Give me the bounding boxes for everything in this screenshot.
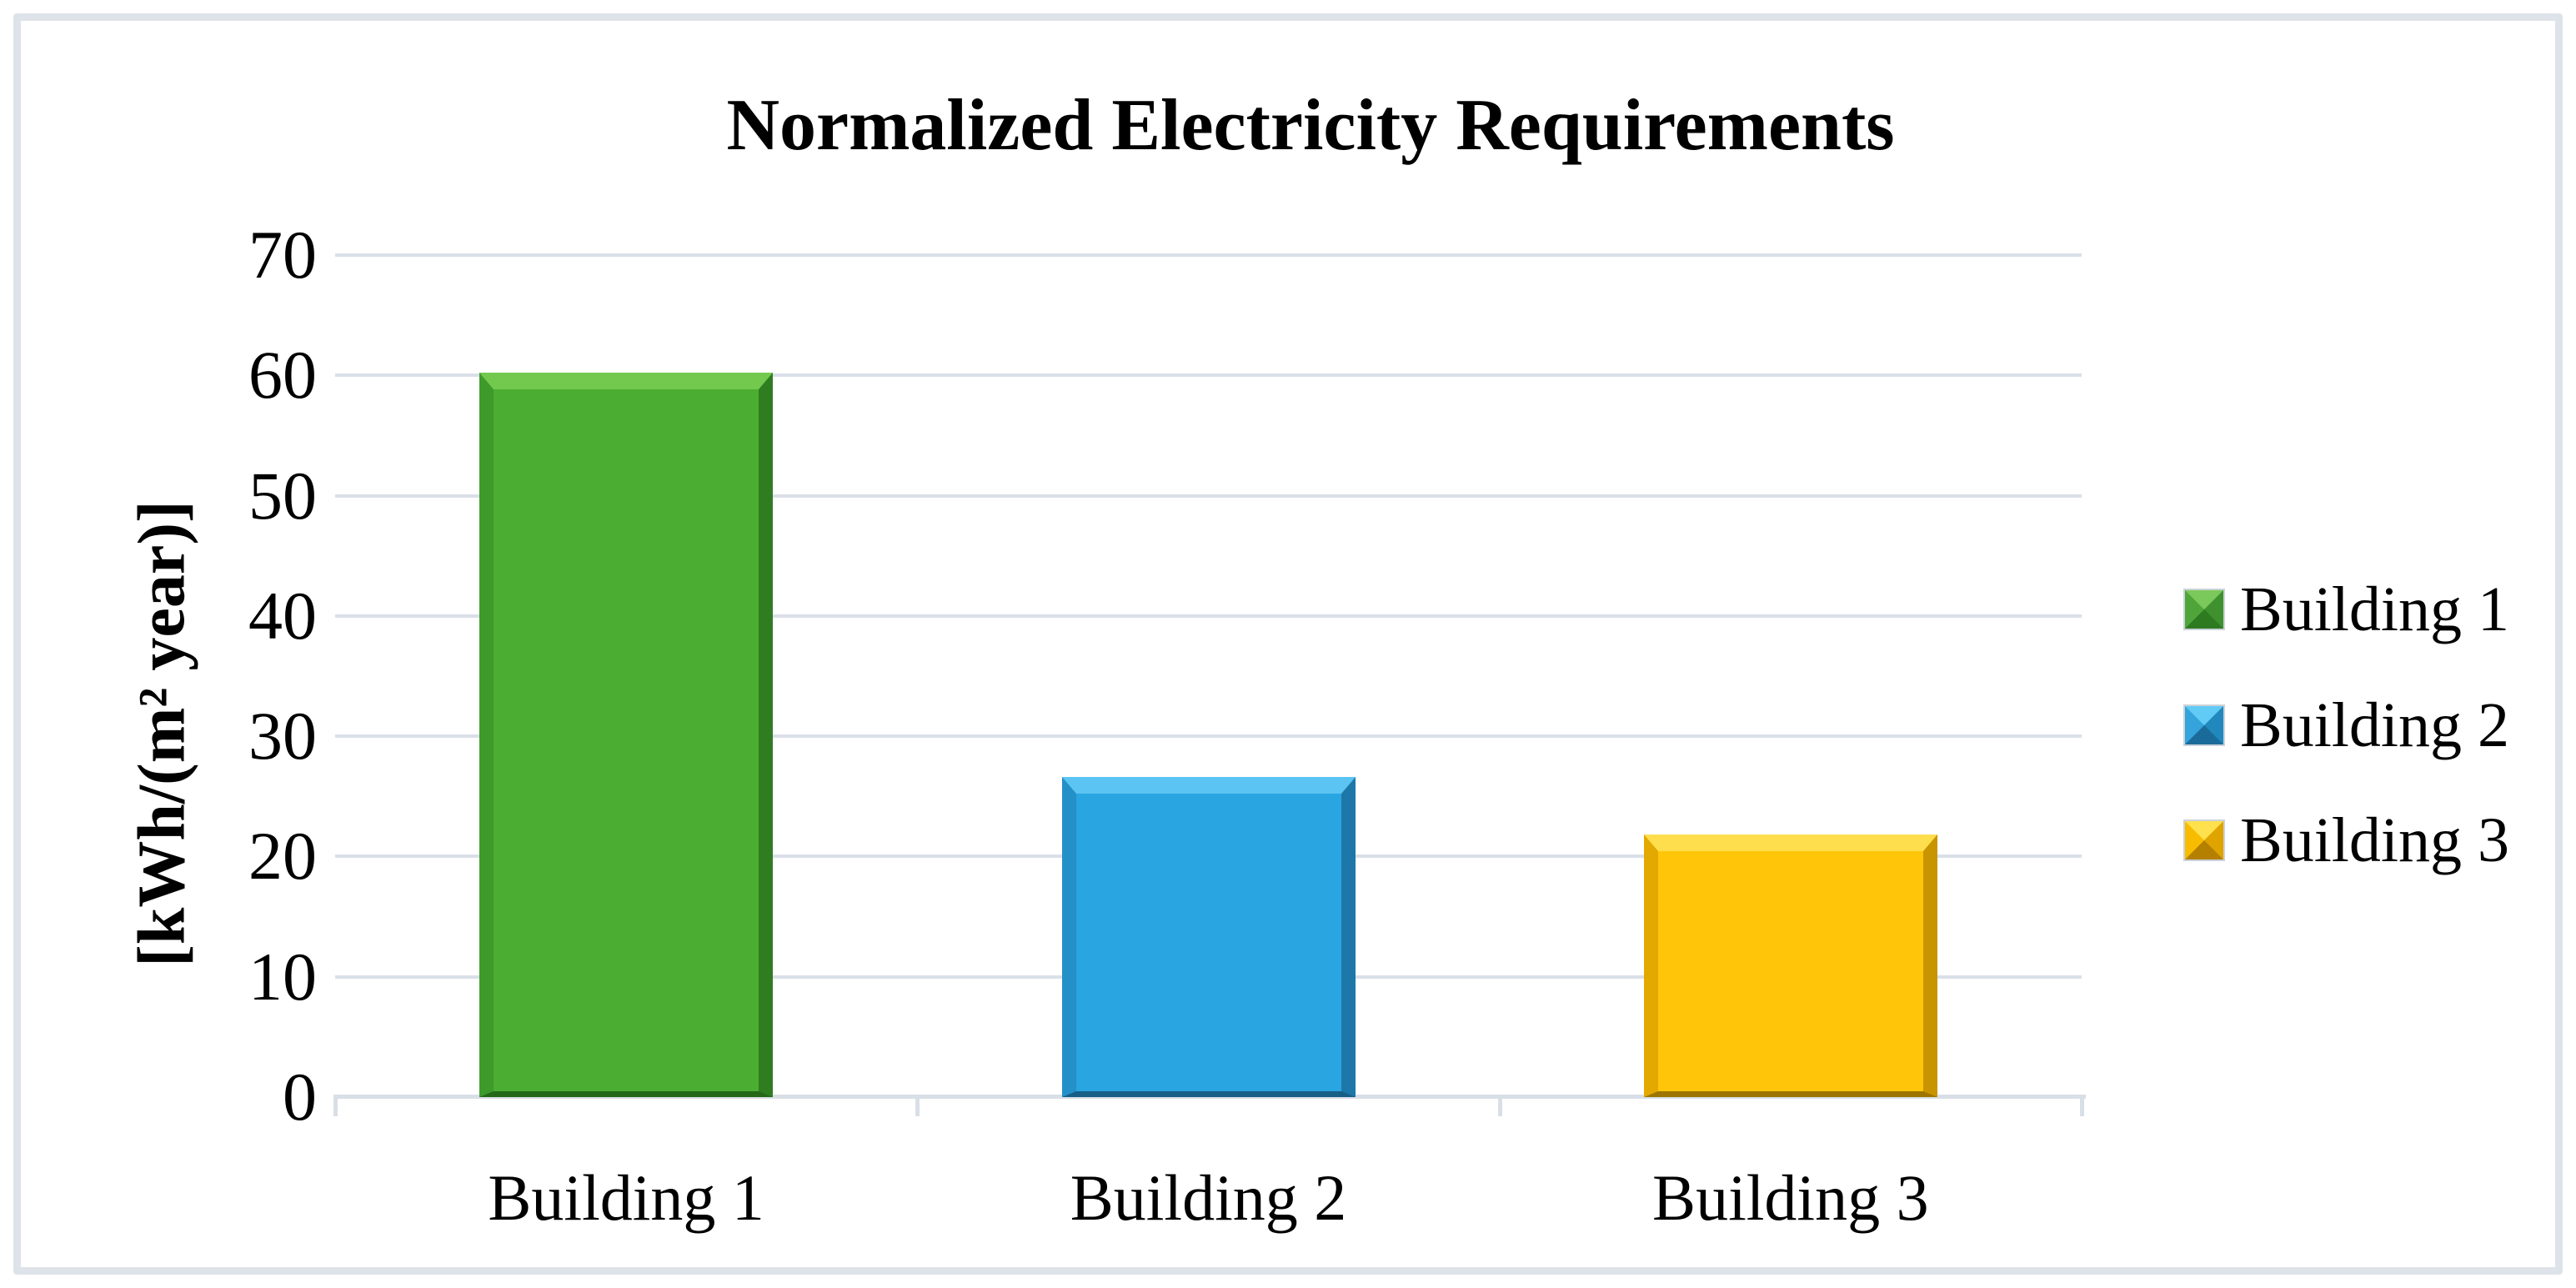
y-tick-label: 60 — [248, 337, 317, 413]
legend-marker-icon — [2183, 819, 2225, 861]
gridline — [335, 373, 2082, 378]
bar-building-2 — [1061, 777, 1356, 1097]
gridline — [335, 253, 2082, 257]
y-tick-label: 40 — [248, 577, 317, 654]
legend-item-label: Building 2 — [2240, 690, 2510, 760]
y-tick-label: 10 — [248, 938, 317, 1015]
gridline — [335, 614, 2082, 618]
x-label-building-2: Building 2 — [1070, 1161, 1347, 1234]
axis-tick — [915, 1095, 920, 1116]
gridline — [335, 494, 2082, 498]
y-tick-label: 20 — [248, 818, 317, 895]
axis-tick — [333, 1095, 338, 1116]
x-label-building-1: Building 1 — [488, 1161, 764, 1234]
axis-tick — [1497, 1095, 1502, 1116]
legend-item-label: Building 3 — [2240, 805, 2510, 875]
y-tick-label: 30 — [248, 698, 317, 774]
legend-item-building-3: Building 3 — [2183, 805, 2510, 875]
legend-item-building-1: Building 1 — [2183, 574, 2510, 644]
y-tick-label: 70 — [248, 217, 317, 293]
gridline — [335, 734, 2082, 739]
x-label-building-3: Building 3 — [1652, 1161, 1929, 1234]
axis-tick — [2080, 1095, 2084, 1116]
bar-building-1 — [479, 373, 774, 1097]
bar-building-3 — [1643, 834, 1937, 1097]
legend-marker-icon — [2183, 704, 2225, 746]
y-tick-label: 0 — [283, 1059, 317, 1135]
legend-marker-icon — [2183, 589, 2225, 630]
legend-item-building-2: Building 2 — [2183, 690, 2510, 760]
chart-title: Normalized Electricity Requirements — [726, 85, 1895, 166]
legend-item-label: Building 1 — [2240, 574, 2510, 644]
y-tick-label: 50 — [248, 457, 317, 534]
